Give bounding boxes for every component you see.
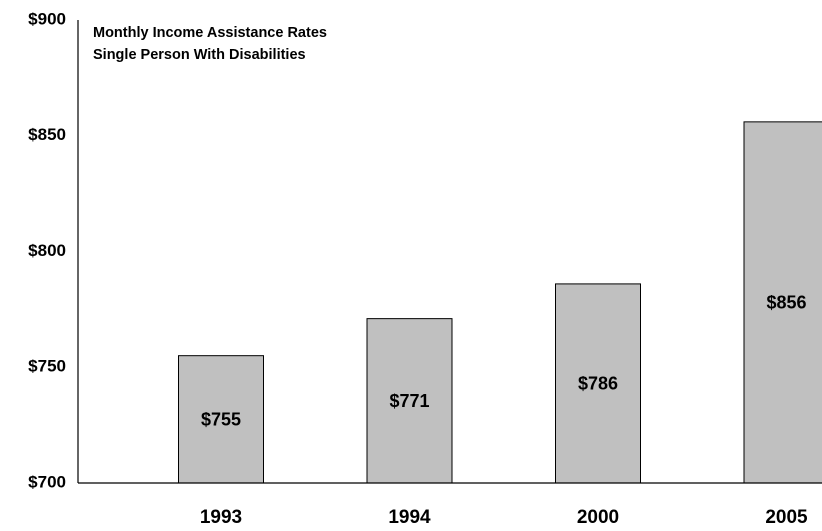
y-tick-label-750: $750	[28, 357, 66, 376]
bar-1993	[178, 355, 264, 484]
chart-title: Monthly Income Assistance Rates	[93, 25, 327, 41]
bar-2005	[743, 121, 822, 484]
y-tick-label-850: $850	[28, 125, 66, 144]
x-category-label-1994: 1994	[388, 507, 431, 528]
chart-title-group: Monthly Income Assistance Rates Single P…	[93, 25, 327, 63]
y-tick-label-800: $800	[28, 241, 66, 260]
bars	[178, 121, 822, 484]
data-label-2005: $856	[766, 292, 806, 312]
data-label-1994: $771	[389, 391, 429, 411]
chart-subtitle: Single Person With Disabilities	[93, 47, 306, 63]
x-category-label-2000: 2000	[577, 507, 619, 528]
data-labels: $755 $771 $786 $856	[201, 292, 807, 429]
x-axis-category-labels: 1993 1994 2000 2005	[200, 507, 808, 528]
y-tick-label-700: $700	[28, 472, 66, 491]
data-label-1993: $755	[201, 409, 241, 429]
y-tick-label-900: $900	[28, 9, 66, 28]
y-axis-ticks: $700 $750 $800 $850 $900	[28, 9, 66, 491]
bar-1994	[366, 318, 453, 484]
x-category-label-2005: 2005	[765, 507, 808, 528]
bar-2000	[555, 283, 641, 484]
x-category-label-1993: 1993	[200, 507, 242, 528]
data-label-2000: $786	[578, 373, 618, 393]
